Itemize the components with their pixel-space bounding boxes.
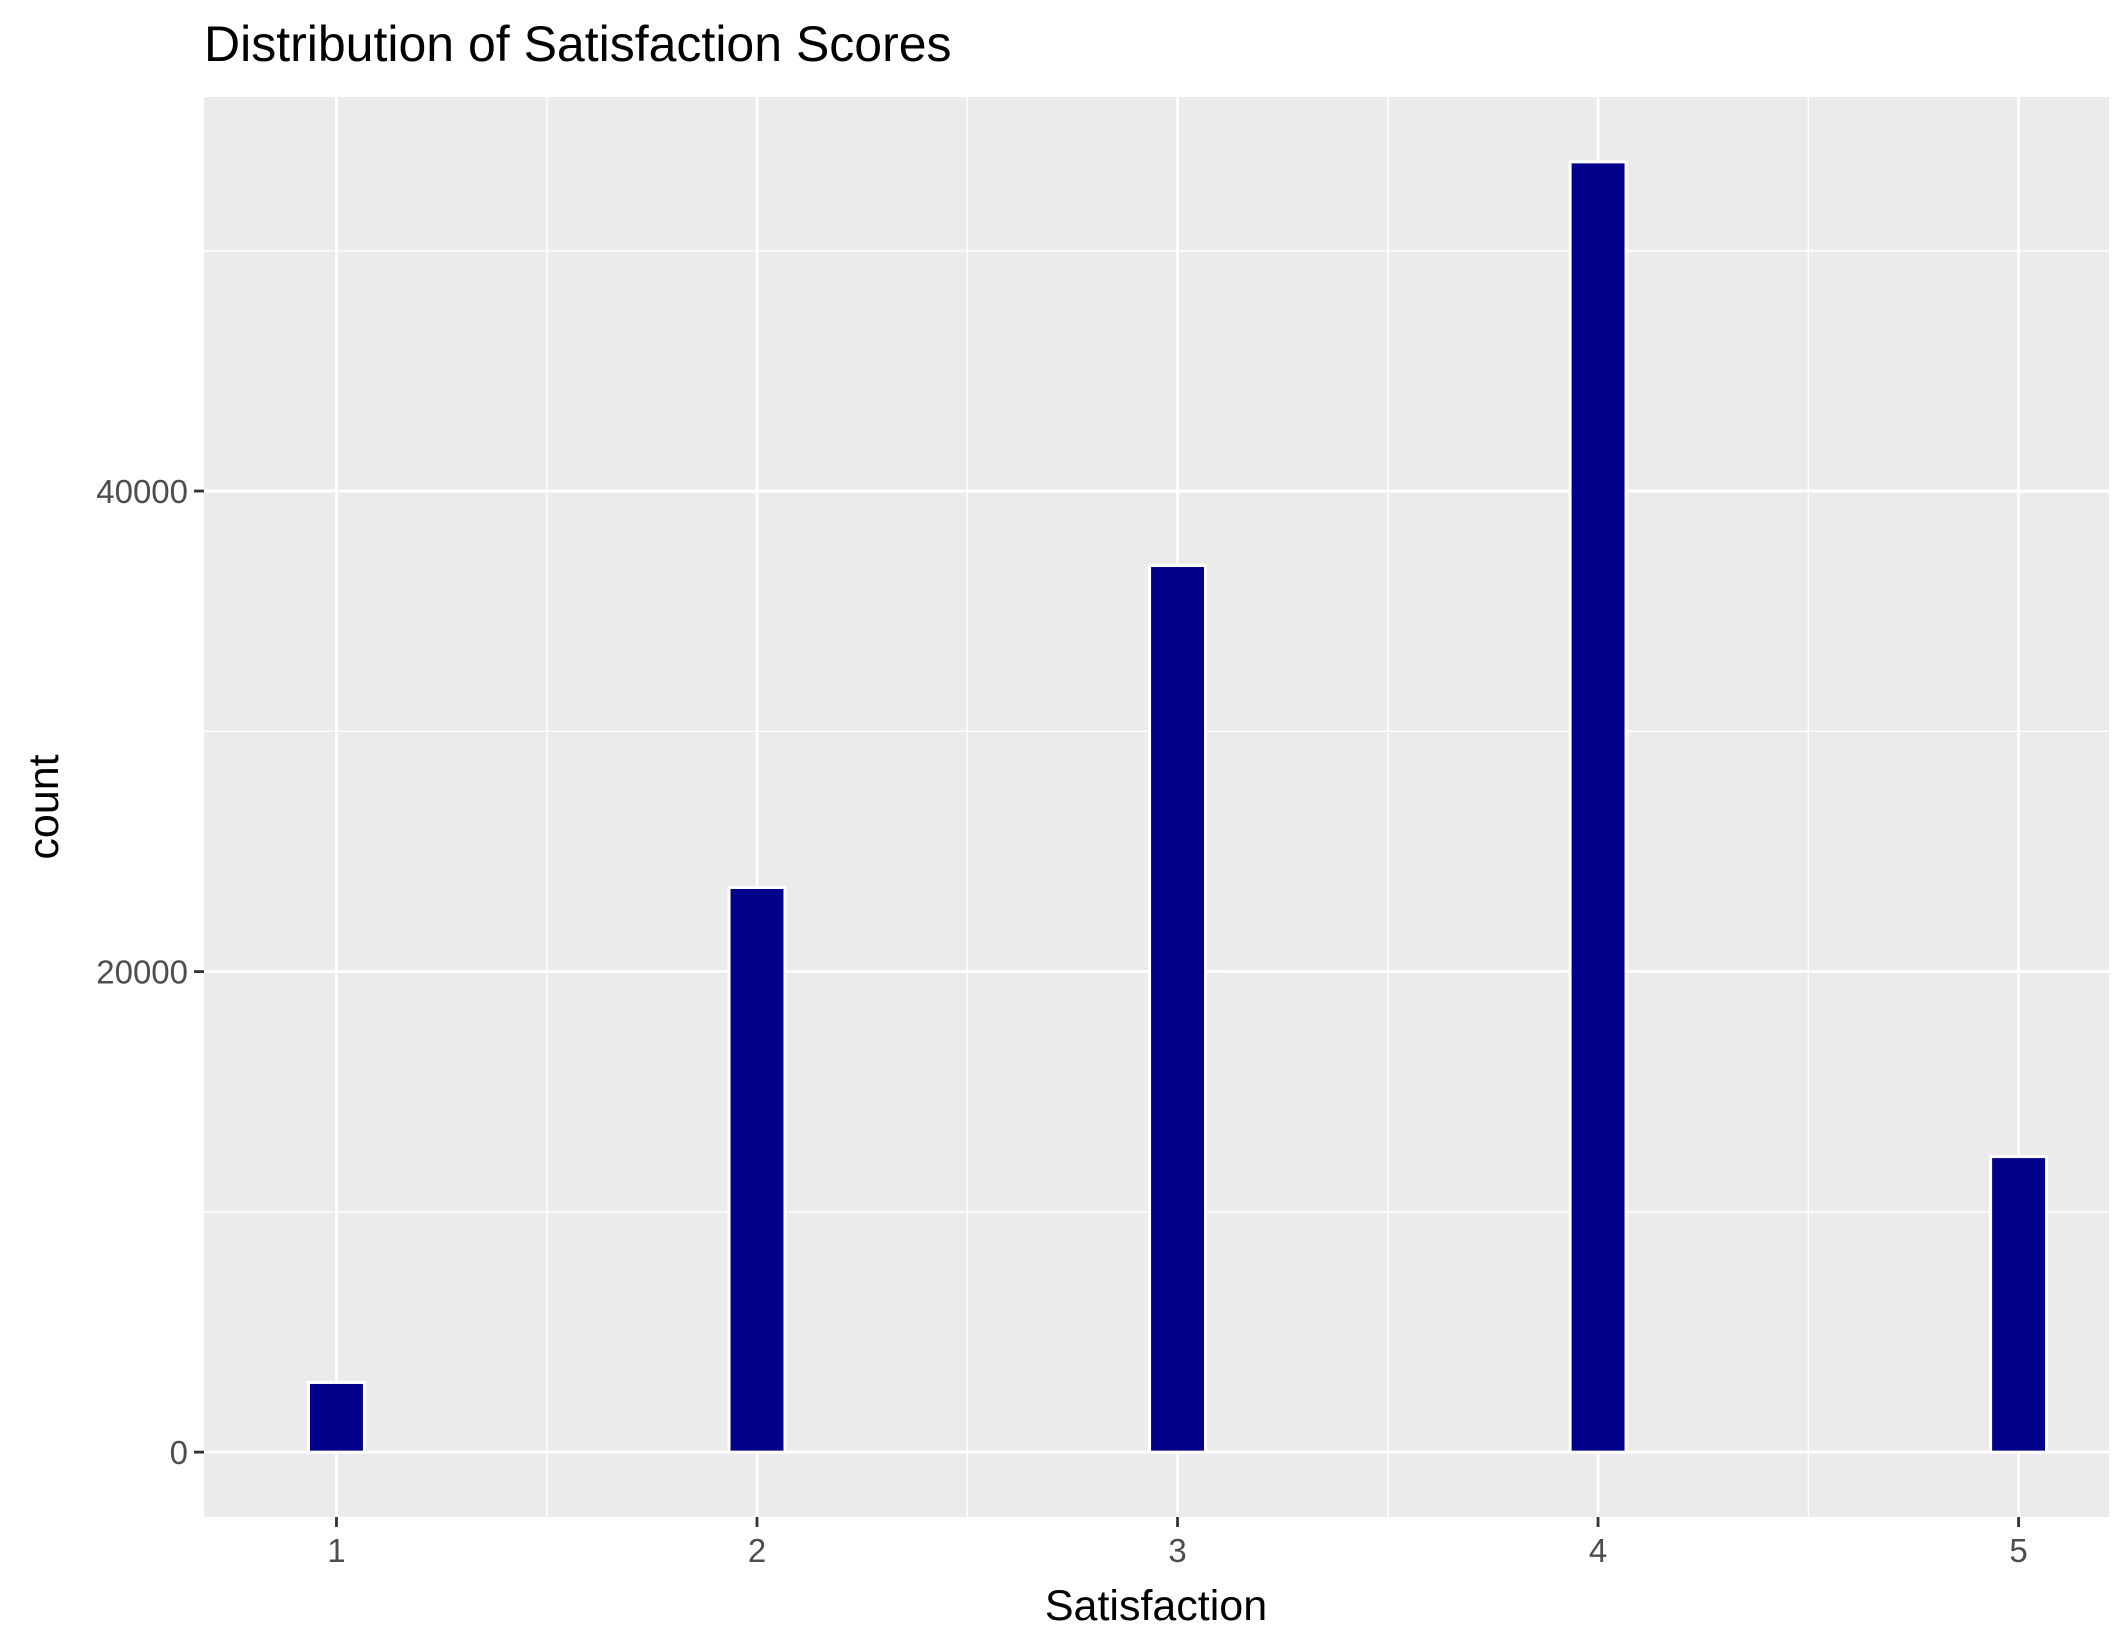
y-tick-label: 20000 <box>96 954 188 991</box>
x-axis-title: Satisfaction <box>1045 1582 1267 1630</box>
x-tick-label: 2 <box>748 1532 766 1569</box>
bar-1 <box>307 1380 366 1454</box>
bar-5 <box>1989 1155 2049 1454</box>
x-tick-label: 4 <box>1589 1532 1607 1569</box>
y-axis-ticks: 0 20000 40000 <box>96 473 204 1471</box>
bar-3 <box>1148 564 1207 1454</box>
y-tick-label: 40000 <box>96 473 188 510</box>
y-tick-label: 0 <box>170 1434 188 1471</box>
y-axis-title: count <box>20 754 68 859</box>
x-tick-label: 3 <box>1168 1532 1186 1569</box>
x-axis-ticks: 1 2 3 4 5 <box>327 1517 2028 1569</box>
bars <box>307 160 2049 1454</box>
x-tick-label: 5 <box>2009 1532 2027 1569</box>
chart-title: Distribution of Satisfaction Scores <box>204 16 952 72</box>
bar-2 <box>727 885 787 1454</box>
x-tick-label: 1 <box>327 1532 345 1569</box>
bar-4 <box>1568 160 1628 1454</box>
